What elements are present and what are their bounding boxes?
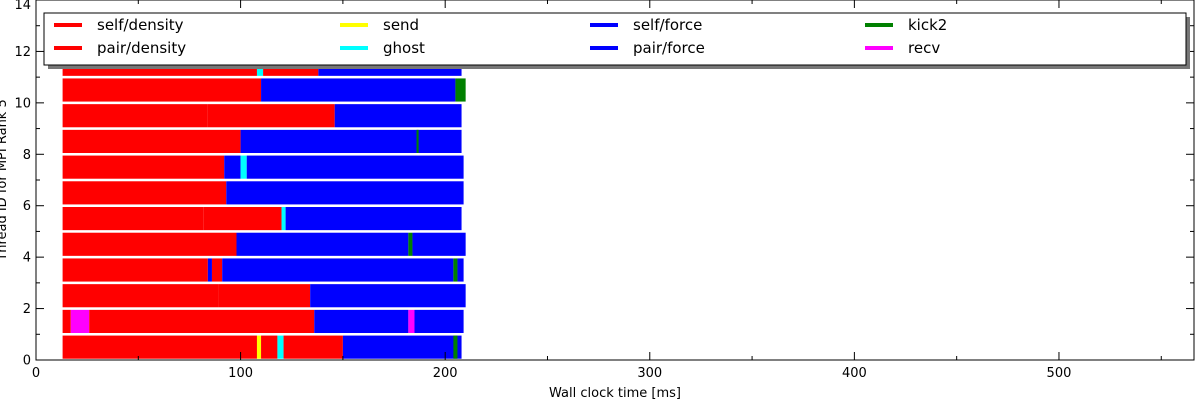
x-tick-label: 300	[637, 366, 662, 381]
task-bar-thread-4	[412, 232, 466, 256]
x-tick-label: 200	[433, 366, 458, 381]
legend-label: recv	[908, 39, 940, 57]
task-bar-thread-0	[342, 335, 462, 359]
y-axis-label: Thread ID for MPI Rank 5	[0, 99, 10, 261]
task-bar-thread-0	[283, 335, 343, 359]
task-bar-thread-1	[314, 309, 409, 333]
task-bar-thread-5	[281, 207, 286, 231]
task-bar-thread-2	[310, 284, 466, 308]
y-tick-label: 10	[14, 96, 31, 111]
y-tick-label: 6	[23, 199, 31, 214]
legend-label: pair/force	[633, 39, 705, 57]
task-bar-thread-0	[256, 335, 262, 359]
task-bar-thread-0	[261, 335, 278, 359]
legend-label: pair/density	[97, 39, 186, 57]
y-axis-ticks: 0 2 4 6 8 10 12 14	[14, 0, 1194, 369]
task-bar-thread-6	[62, 181, 227, 205]
task-bar-thread-4	[408, 232, 413, 256]
x-tick-label: 0	[32, 366, 40, 381]
task-bar-thread-8	[62, 129, 241, 153]
task-bar-thread-1	[414, 309, 464, 333]
task-bar-thread-3	[211, 258, 223, 282]
task-bar-thread-10	[236, 78, 262, 102]
y-tick-label: 4	[23, 251, 31, 266]
legend-label: self/density	[97, 16, 184, 34]
task-bar-thread-3	[222, 258, 454, 282]
y-tick-label: 12	[14, 45, 31, 60]
task-bar-thread-4	[62, 232, 237, 256]
x-tick-label: 100	[228, 366, 253, 381]
task-bar-thread-8	[416, 129, 419, 153]
legend-label: kick2	[908, 16, 947, 34]
task-bar-thread-4	[236, 232, 409, 256]
task-bar-thread-5	[62, 207, 204, 231]
task-bar-thread-7	[62, 155, 225, 179]
legend-box	[43, 12, 1187, 66]
task-bar-thread-3	[62, 258, 208, 282]
legend-label: ghost	[383, 39, 425, 57]
task-bar-thread-1	[89, 309, 315, 333]
task-bar-thread-8	[240, 129, 462, 153]
task-bar-thread-1	[408, 309, 415, 333]
x-tick-label: 400	[842, 366, 867, 381]
task-bar-thread-1	[70, 309, 90, 333]
task-bar-thread-10	[455, 78, 466, 102]
task-bar-thread-10	[261, 78, 456, 102]
task-bars	[62, 52, 466, 359]
task-bar-thread-6	[226, 181, 464, 205]
task-bar-thread-3	[457, 258, 464, 282]
task-bar-thread-0	[453, 335, 458, 359]
task-bar-thread-0	[277, 335, 284, 359]
task-bar-thread-9	[207, 104, 335, 128]
task-bar-thread-0	[62, 335, 257, 359]
task-bar-thread-5	[285, 207, 462, 231]
task-bar-thread-7	[224, 155, 241, 179]
task-bar-thread-2	[218, 284, 311, 308]
task-bar-thread-1	[62, 309, 71, 333]
y-tick-label: 0	[23, 354, 31, 369]
legend: self/density pair/density send ghost self/fo…	[43, 12, 1190, 69]
task-bar-thread-10	[62, 78, 237, 102]
y-tick-label: 8	[23, 148, 31, 163]
task-bar-thread-3	[207, 258, 212, 282]
x-tick-label: 500	[1047, 366, 1072, 381]
y-tick-label: 14	[14, 0, 31, 13]
task-bar-thread-2	[62, 284, 219, 308]
task-bar-thread-9	[62, 104, 208, 128]
legend-label: self/force	[633, 16, 702, 34]
task-bar-thread-7	[240, 155, 247, 179]
task-bar-thread-9	[334, 104, 462, 128]
legend-label: send	[383, 16, 419, 34]
x-axis-ticks: 0 100 200 300 400 500	[32, 0, 1162, 381]
y-tick-label: 2	[23, 302, 31, 317]
x-axis-label: Wall clock time [ms]	[549, 386, 681, 400]
task-bar-thread-5	[203, 207, 282, 231]
task-bar-thread-3	[453, 258, 458, 282]
task-bar-thread-7	[246, 155, 464, 179]
